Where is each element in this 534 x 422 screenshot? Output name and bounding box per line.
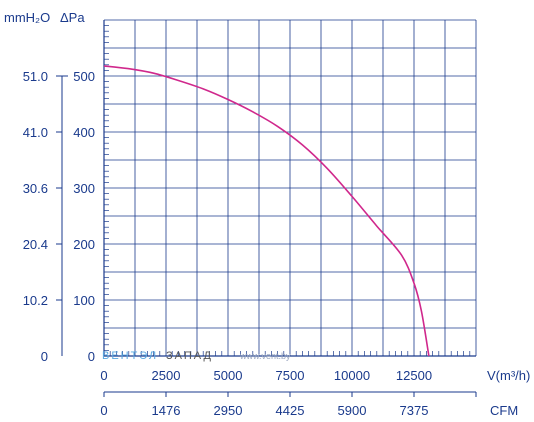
y-tick-label-mmh2o: 41.0 bbox=[23, 125, 48, 140]
y-tick-label-pa: 300 bbox=[73, 181, 95, 196]
x-tick-label-cfm: 4425 bbox=[276, 403, 305, 418]
y-tick-label-pa: 100 bbox=[73, 293, 95, 308]
y-unit-pa-label: ΔPa bbox=[60, 10, 85, 25]
x-tick-label-m3h: 2500 bbox=[152, 368, 181, 383]
watermark-brand-gray: ЗАПАД bbox=[166, 350, 213, 362]
x-unit-m3h-label: V(m³/h) bbox=[487, 368, 530, 383]
axes bbox=[56, 20, 477, 397]
x-tick-label-m3h: 5000 bbox=[214, 368, 243, 383]
y-tick-label-pa: 0 bbox=[88, 349, 95, 364]
x-tick-label-cfm: 2950 bbox=[214, 403, 243, 418]
x-tick-label-m3h: 12500 bbox=[396, 368, 432, 383]
x-tick-label-cfm: 7375 bbox=[400, 403, 429, 418]
y-tick-label-pa: 200 bbox=[73, 237, 95, 252]
grid-lines bbox=[104, 19, 477, 356]
watermark-brand-blue: ВЕНТЭЛ bbox=[102, 350, 158, 362]
x-tick-label-m3h: 7500 bbox=[276, 368, 305, 383]
y-tick-label-mmh2o: 0 bbox=[41, 349, 48, 364]
y-tick-label-pa: 500 bbox=[73, 69, 95, 84]
y-unit-mmh2o-label: mmH₂O bbox=[4, 10, 50, 25]
x-tick-label-cfm: 1476 bbox=[152, 403, 181, 418]
y-tick-label-mmh2o: 20.4 bbox=[23, 237, 48, 252]
y-tick-label-mmh2o: 10.2 bbox=[23, 293, 48, 308]
x-tick-label-cfm: 5900 bbox=[338, 403, 367, 418]
watermark-site: www.vent.by bbox=[239, 351, 291, 361]
curve-layer bbox=[103, 65, 430, 357]
y-tick-label-pa: 400 bbox=[73, 125, 95, 140]
y-tick-label-mmh2o: 30.6 bbox=[23, 181, 48, 196]
y-tick-label-mmh2o: 51.0 bbox=[23, 69, 48, 84]
x-unit-cfm-label: CFM bbox=[490, 403, 518, 418]
minor-ticks bbox=[104, 25, 471, 356]
x-tick-label-m3h: 10000 bbox=[334, 368, 370, 383]
performance-curve bbox=[103, 65, 430, 357]
x-tick-label-m3h: 0 bbox=[100, 368, 107, 383]
x-tick-label-cfm: 0 bbox=[100, 403, 107, 418]
